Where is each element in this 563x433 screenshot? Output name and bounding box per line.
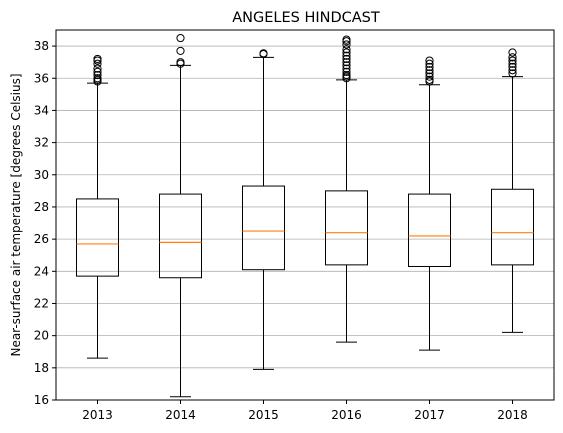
y-tick-label: 38: [34, 39, 49, 53]
box-group: [76, 54, 119, 359]
outlier-point: [342, 58, 351, 67]
x-tick-label: 2014: [165, 408, 196, 422]
outlier-point: [176, 58, 185, 67]
y-tick-label: 28: [34, 200, 49, 214]
box-iqr: [76, 198, 119, 277]
axis-layer: 16 18 20 22 24 26 28 30 32 34 36 38 2013 2014 2015 2016…: [34, 29, 555, 422]
outlier-point: [93, 54, 102, 64]
box-iqr: [159, 193, 202, 279]
outlier-point: [342, 35, 351, 44]
y-tick-label: 36: [34, 71, 49, 85]
y-tick-label: 34: [34, 103, 49, 117]
outlier-point: [342, 67, 351, 76]
x-tick-label: 2013: [82, 408, 113, 422]
x-tick-label: 2018: [497, 408, 528, 422]
y-tick-label: 32: [34, 136, 49, 150]
x-tick-label: 2015: [248, 408, 279, 422]
box-group: [159, 33, 202, 398]
box-iqr: [491, 188, 534, 266]
y-tick-label: 20: [34, 329, 49, 343]
box-iqr: [325, 190, 368, 266]
outlier-point: [425, 66, 434, 75]
outlier-point: [342, 40, 351, 49]
plot-frame: [55, 29, 555, 401]
box-group: [408, 56, 451, 351]
outlier-point: [93, 59, 102, 68]
outlier-point: [342, 51, 351, 60]
outlier-point: [93, 64, 102, 73]
outlier-point: [342, 61, 351, 70]
x-tick-label: 2016: [331, 408, 362, 422]
outlier-point: [508, 53, 517, 62]
outlier-point: [259, 49, 268, 58]
box-group: [325, 35, 368, 343]
box-layer: [76, 33, 534, 398]
outlier-point: [93, 67, 102, 76]
outlier-point: [342, 45, 351, 54]
y-tick-label: 16: [34, 393, 49, 407]
outlier-point: [176, 46, 185, 56]
box-iqr: [408, 193, 451, 267]
outlier-point: [508, 59, 517, 68]
outlier-point: [425, 75, 434, 84]
outlier-point: [508, 66, 517, 75]
outlier-point: [342, 64, 351, 73]
outlier-point: [425, 62, 434, 72]
box-group: [491, 48, 534, 333]
outlier-point: [93, 70, 102, 80]
outlier-point: [508, 56, 517, 65]
y-axis-label: Near-surface air temperature [degrees Ce…: [9, 73, 23, 356]
chart-title: ANGELES HINDCAST: [232, 10, 380, 26]
outlier-point: [425, 56, 434, 65]
y-tick-label: 18: [34, 361, 49, 375]
outlier-point: [508, 62, 517, 72]
outlier-point: [342, 48, 351, 57]
outlier-point: [342, 54, 351, 64]
box-iqr: [242, 185, 285, 271]
x-tick-label: 2017: [414, 408, 445, 422]
y-tick-label: 24: [34, 264, 49, 278]
outlier-point: [425, 69, 434, 78]
grid-layer: [56, 45, 554, 401]
y-tick-label: 22: [34, 296, 49, 310]
outlier-point: [176, 33, 185, 43]
outlier-point: [93, 74, 102, 83]
outlier-point: [425, 72, 434, 81]
box-group: [242, 49, 285, 370]
outlier-point: [342, 70, 351, 80]
y-tick-label: 30: [34, 168, 49, 182]
outlier-point: [508, 69, 517, 78]
outlier-point: [425, 59, 434, 68]
outlier-point: [508, 48, 517, 57]
y-tick-label: 26: [34, 232, 49, 246]
